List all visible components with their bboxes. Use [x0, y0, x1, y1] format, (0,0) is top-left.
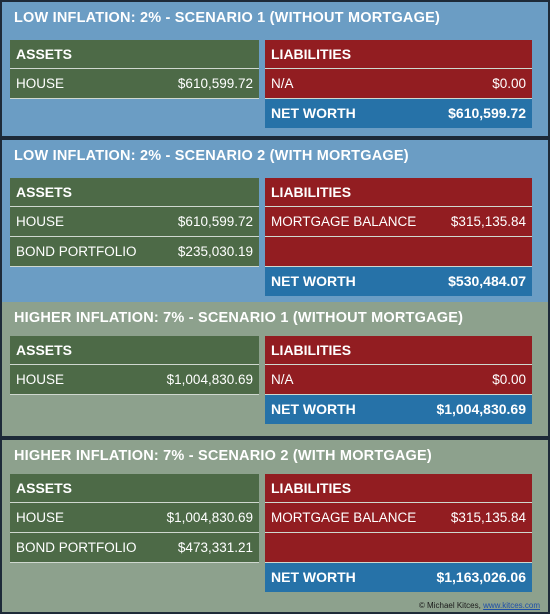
asset-value: $473,331.21: [177, 540, 253, 555]
assets-column: ASSETS HOUSE $610,599.72: [10, 40, 259, 99]
asset-label: HOUSE: [16, 510, 65, 525]
assets-header: ASSETS: [10, 336, 259, 365]
scenario-high-2: HIGHER INFLATION: 7% - SCENARIO 2 (WITH …: [2, 440, 548, 612]
asset-row: HOUSE $1,004,830.69: [10, 365, 259, 395]
liability-label: N/A: [271, 372, 294, 387]
net-worth-label: NET WORTH: [271, 273, 356, 289]
asset-value: $610,599.72: [177, 214, 253, 229]
assets-header: ASSETS: [10, 40, 259, 69]
liabilities-header: LIABILITIES: [265, 178, 532, 207]
liabilities-column: LIABILITIES N/A $0.00 NET WORTH $1,004,8…: [265, 336, 532, 424]
credit-text: © Michael Kitces,: [418, 601, 481, 610]
assets-header: ASSETS: [10, 178, 259, 207]
liability-row: MORTGAGE BALANCE $315,135.84: [265, 503, 532, 533]
net-worth-row: NET WORTH $1,163,026.06: [265, 563, 532, 592]
asset-label: HOUSE: [16, 214, 65, 229]
asset-value: $1,004,830.69: [166, 510, 253, 525]
net-worth-row: NET WORTH $1,004,830.69: [265, 395, 532, 424]
net-worth-label: NET WORTH: [271, 569, 356, 585]
scenario-high-1: HIGHER INFLATION: 7% - SCENARIO 1 (WITHO…: [2, 302, 548, 436]
liability-label: N/A: [271, 76, 294, 91]
asset-label: BOND PORTFOLIO: [16, 244, 137, 259]
net-worth-row: NET WORTH $610,599.72: [265, 99, 532, 128]
net-worth-value: $1,163,026.06: [436, 569, 526, 585]
liability-row-empty: [265, 237, 532, 267]
liability-value: $0.00: [492, 372, 526, 387]
asset-row: HOUSE $610,599.72: [10, 207, 259, 237]
liability-row: N/A $0.00: [265, 365, 532, 395]
scenario-low-1: LOW INFLATION: 2% - SCENARIO 1 (WITHOUT …: [2, 2, 548, 136]
net-worth-value: $530,484.07: [448, 273, 526, 289]
liability-value: $0.00: [492, 76, 526, 91]
net-worth-value: $610,599.72: [448, 105, 526, 121]
asset-label: HOUSE: [16, 76, 65, 91]
assets-column: ASSETS HOUSE $1,004,830.69 BOND PORTFOLI…: [10, 474, 259, 563]
net-worth-value: $1,004,830.69: [436, 401, 526, 417]
liabilities-header: LIABILITIES: [265, 474, 532, 503]
net-worth-label: NET WORTH: [271, 105, 356, 121]
liabilities-column: LIABILITIES N/A $0.00 NET WORTH $610,599…: [265, 40, 532, 128]
scenario-title: HIGHER INFLATION: 7% - SCENARIO 1 (WITHO…: [14, 310, 464, 326]
section-divider: [2, 136, 548, 140]
section-divider: [2, 436, 548, 440]
net-worth-row: NET WORTH $530,484.07: [265, 267, 532, 296]
asset-row: BOND PORTFOLIO $473,331.21: [10, 533, 259, 563]
assets-header: ASSETS: [10, 474, 259, 503]
liabilities-column: LIABILITIES MORTGAGE BALANCE $315,135.84…: [265, 178, 532, 296]
asset-value: $235,030.19: [177, 244, 253, 259]
copyright-credit: © Michael Kitces, www.kitces.com: [419, 601, 540, 610]
kitces-link[interactable]: www.kitces.com: [483, 601, 540, 610]
liability-value: $315,135.84: [450, 510, 526, 525]
assets-column: ASSETS HOUSE $1,004,830.69: [10, 336, 259, 395]
net-worth-label: NET WORTH: [271, 401, 356, 417]
liabilities-header: LIABILITIES: [265, 40, 532, 69]
liability-row-empty: [265, 533, 532, 563]
liability-label: MORTGAGE BALANCE: [271, 214, 417, 229]
scenario-title: HIGHER INFLATION: 7% - SCENARIO 2 (WITH …: [14, 448, 432, 464]
liabilities-column: LIABILITIES MORTGAGE BALANCE $315,135.84…: [265, 474, 532, 592]
liabilities-header: LIABILITIES: [265, 336, 532, 365]
asset-row: HOUSE $610,599.72: [10, 69, 259, 99]
liability-row: MORTGAGE BALANCE $315,135.84: [265, 207, 532, 237]
liability-label: MORTGAGE BALANCE: [271, 510, 417, 525]
asset-label: BOND PORTFOLIO: [16, 540, 137, 555]
scenario-low-2: LOW INFLATION: 2% - SCENARIO 2 (WITH MOR…: [2, 140, 548, 302]
asset-row: BOND PORTFOLIO $235,030.19: [10, 237, 259, 267]
asset-row: HOUSE $1,004,830.69: [10, 503, 259, 533]
scenario-title: LOW INFLATION: 2% - SCENARIO 1 (WITHOUT …: [14, 10, 440, 26]
asset-value: $1,004,830.69: [166, 372, 253, 387]
asset-value: $610,599.72: [177, 76, 253, 91]
liability-value: $315,135.84: [450, 214, 526, 229]
liability-row: N/A $0.00: [265, 69, 532, 99]
asset-label: HOUSE: [16, 372, 65, 387]
scenario-title: LOW INFLATION: 2% - SCENARIO 2 (WITH MOR…: [14, 148, 409, 164]
assets-column: ASSETS HOUSE $610,599.72 BOND PORTFOLIO …: [10, 178, 259, 267]
